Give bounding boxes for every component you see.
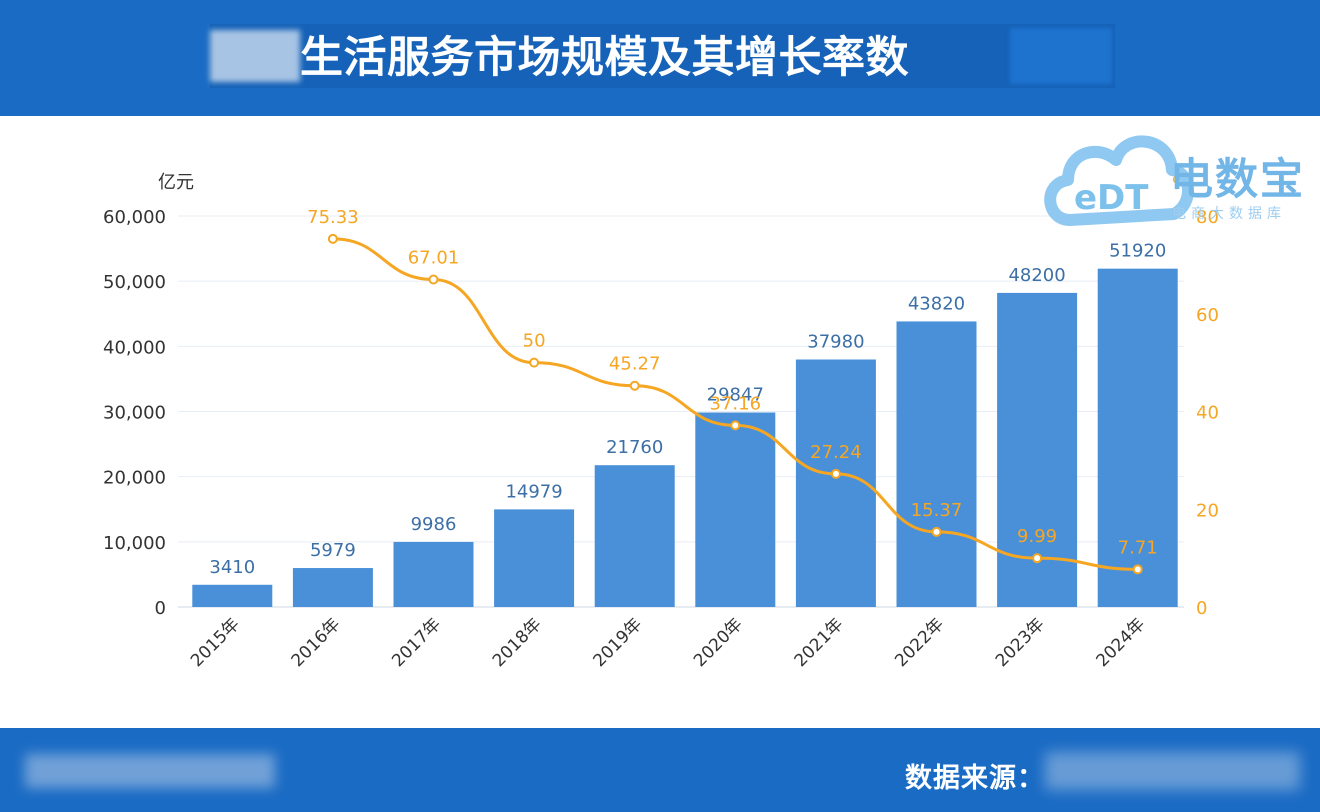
- line-value-label: 67.01: [408, 247, 460, 268]
- y-tick-label: 20,000: [103, 468, 166, 489]
- x-tick-label: 2017年: [388, 614, 445, 671]
- bar-value-label: 29847: [707, 384, 764, 405]
- bar-value-label: 3410: [209, 557, 255, 578]
- bar-value-label: 37980: [807, 331, 864, 352]
- y2-tick-label: 60: [1196, 305, 1219, 326]
- line-point: [931, 526, 942, 537]
- x-tick-label: 2021年: [791, 614, 848, 671]
- line-value-label: 75.33: [307, 207, 359, 228]
- bar: [896, 321, 977, 607]
- y-tick-label: 60,000: [103, 207, 166, 228]
- x-tick-label: 2024年: [1092, 614, 1149, 671]
- line-point: [327, 233, 338, 244]
- logo-main-text: 电数宝: [1170, 155, 1305, 205]
- bar-value-label: 43820: [908, 293, 965, 314]
- y-axis-unit: 亿元: [158, 172, 194, 193]
- line-value-label: 45.27: [609, 354, 661, 375]
- blurred-footer-right: [1045, 752, 1300, 790]
- x-tick-label: 2022年: [891, 614, 948, 671]
- x-tick-label: 2016年: [288, 614, 345, 671]
- y-tick-label: 0: [155, 598, 166, 619]
- x-tick-label: 2020年: [690, 614, 747, 671]
- logo-sub-text: 电商大数据库: [1172, 206, 1286, 222]
- y2-tick-label: 0: [1196, 598, 1207, 619]
- page-title: 生活服务市场规模及其增长率数: [300, 34, 909, 82]
- x-tick-label: 2019年: [589, 614, 646, 671]
- source-label: 数据来源：: [905, 763, 1045, 794]
- bar-value-label: 48200: [1008, 265, 1065, 286]
- y-tick-label: 10,000: [103, 533, 166, 554]
- bar: [292, 568, 373, 607]
- blurred-title-suffix: [1010, 28, 1112, 84]
- line-value-label: 15.37: [911, 500, 963, 521]
- blurred-footer-left: [25, 754, 275, 788]
- line-value-label: 50: [523, 331, 546, 352]
- bar-value-label: 5979: [310, 540, 356, 561]
- line-point: [830, 468, 841, 479]
- y-tick-label: 40,000: [103, 337, 166, 358]
- bar: [695, 412, 776, 607]
- bar-value-label: 9986: [411, 514, 457, 535]
- y2-tick-label: 80: [1196, 207, 1219, 228]
- blurred-title-prefix: [210, 30, 300, 82]
- line-point: [1032, 553, 1043, 564]
- line-value-label: 9.99: [1017, 526, 1057, 547]
- bar: [795, 359, 876, 607]
- y2-tick-label: 40: [1196, 403, 1219, 424]
- bar: [494, 509, 575, 607]
- bar-value-label: 51920: [1109, 241, 1166, 262]
- title-panel: [210, 24, 1115, 88]
- line-point: [428, 274, 439, 285]
- bar: [594, 465, 675, 607]
- line-value-label: 37.16: [710, 393, 762, 414]
- line-point: [529, 357, 540, 368]
- line-point: [1132, 564, 1143, 575]
- x-tick-label: 2015年: [187, 614, 244, 671]
- logo-mark: eDT: [1074, 178, 1149, 218]
- logo-cloud-icon: eDT: [1044, 135, 1194, 226]
- bar: [393, 541, 474, 607]
- y2-tick-label: 20: [1196, 500, 1219, 521]
- y-tick-label: 50,000: [103, 272, 166, 293]
- bar-value-label: 14979: [505, 481, 562, 502]
- line-value-label: 27.24: [810, 442, 862, 463]
- bar: [1097, 268, 1178, 607]
- y-tick-label: 30,000: [103, 403, 166, 424]
- bar: [192, 584, 273, 607]
- line-value-label: 7.71: [1118, 537, 1158, 558]
- bar-value-label: 21760: [606, 437, 663, 458]
- x-tick-label: 2018年: [489, 614, 546, 671]
- line-point: [730, 420, 741, 431]
- line-point: [629, 380, 640, 391]
- x-tick-label: 2023年: [992, 614, 1049, 671]
